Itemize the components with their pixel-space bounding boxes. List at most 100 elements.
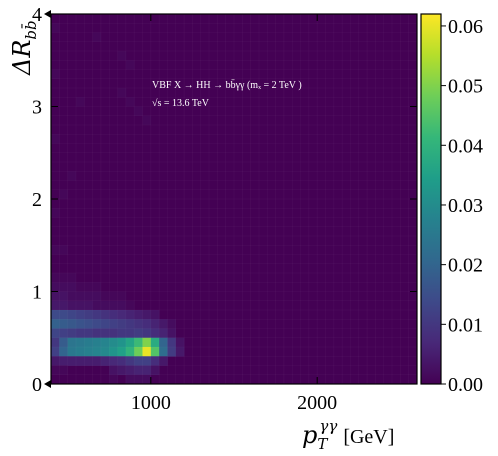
colorbar-ticks: 0.00 0.01 0.02 0.03 0.04 0.05 0.06 [441,16,483,396]
heatmap-cell [117,88,127,98]
heatmap-cell [59,273,68,283]
heatmap-cell [51,208,60,218]
heatmap-cell [159,356,168,366]
heatmap-cell [167,337,177,348]
heatmap-cell [134,328,143,339]
heatmap-cell [92,347,102,357]
heatmap-cell [51,245,60,255]
heatmap-cell [125,356,135,366]
heatmap-cell [125,60,135,70]
heatmap-cell [109,300,118,311]
heatmap-cell [75,319,85,329]
heatmap-cell [117,319,127,329]
heatmap-cell [142,356,152,366]
heatmap-cell [125,319,135,329]
heatmap-cell [92,32,102,43]
y-tick-label: 3 [32,97,42,119]
heatmap-cell [134,347,143,357]
heatmap-cell [51,337,60,348]
heatmap-cell [67,337,77,348]
heatmap-cell [142,328,152,339]
heatmap-cell [84,337,93,348]
x-axis-title: pTγγ [GeV] [302,417,394,453]
heatmap-cell [75,337,85,348]
gridlines [50,13,418,385]
heatmap-cell [100,310,110,320]
heatmap-cell [175,337,185,348]
heatmap-cell [92,310,102,320]
heatmap-cell [125,374,135,385]
heatmap-cell [134,106,143,117]
heatmap-cell [59,365,68,376]
heatmap-cell [67,291,77,302]
heatmap-cell [134,356,143,366]
x-axis-title-unit: [GeV] [343,426,394,448]
y-tick-label: 0 [32,374,42,396]
heatmap-cell [125,337,135,348]
y-tick-label: 4 [32,4,42,26]
heatmap-cell [92,300,102,311]
heatmap-cell [150,356,160,366]
heatmap-cell [125,347,135,357]
y-axis-ticks: 0 1 2 3 4 [32,4,417,396]
heatmap-cell [84,282,93,292]
heatmap-cell [84,356,93,366]
heatmap-cell [159,337,168,348]
heatmap-cell [59,319,68,329]
heatmap-cell [109,356,118,366]
heatmap-cell [142,365,152,376]
x-axis-title-subscript: T [317,435,328,453]
heatmap-cell [84,347,93,357]
colorbar-tick-label: 0.04 [448,135,483,157]
heatmap-cell [67,328,77,339]
annotation-line-1: VBF X → HH → bb̄γγ (mₓ = 2 TeV ) [152,79,302,91]
heatmap-cell [67,300,77,311]
heatmap-cell [142,115,152,126]
heatmap-cell [117,347,127,357]
heatmap-cell [109,328,118,339]
annotation-line-2: √s = 13.6 TeV [152,98,210,109]
heatmap-cell [51,23,60,33]
heatmap-cell [84,300,93,311]
heatmap-cell [59,356,68,366]
heatmap-cell [84,319,93,329]
heatmap-cell [67,319,77,329]
heatmap-cell [125,365,135,376]
heatmap-cell [51,328,60,339]
heatmap-cell [67,356,77,366]
heatmap-cell [51,291,60,302]
heatmap-cell [100,300,110,311]
x-axis-title-symbol: p [302,421,317,449]
y-axis-title-symbol: ΔR [8,40,36,76]
heatmap-cell [75,328,85,339]
heatmap-cell [142,337,152,348]
heatmap-cell [59,337,68,348]
heatmap-cell [159,319,168,329]
heatmap-cell [84,310,93,320]
heatmap-cell [59,310,68,320]
heatmap-cell [167,319,177,329]
colorbar-tick-label: 0.06 [448,16,483,38]
heatmap-cell [75,347,85,357]
heatmap-cell [67,171,77,181]
heatmap-cell [51,300,60,311]
heatmap-cell [125,300,135,311]
heatmap-cell [150,365,160,376]
heatmap-cell [167,328,177,339]
x-axis-ticks: 1000 2000 [131,14,337,414]
heatmap-cell [100,328,110,339]
heatmap-cell [67,282,77,292]
heatmap-cell [109,374,118,385]
y-axis-title: ΔRbb̄ [8,20,40,76]
heatmap-cell [142,310,152,320]
heatmap-cell [51,310,60,320]
colorbar-tick-label: 0.02 [448,255,483,277]
heatmap-cell [67,347,77,357]
heatmap-cell [51,282,60,292]
heatmap-cell [75,356,85,366]
heatmap-cell [134,337,143,348]
heatmap-cell [51,347,60,357]
heatmap-cell [125,328,135,339]
heatmap-cell [92,282,102,292]
